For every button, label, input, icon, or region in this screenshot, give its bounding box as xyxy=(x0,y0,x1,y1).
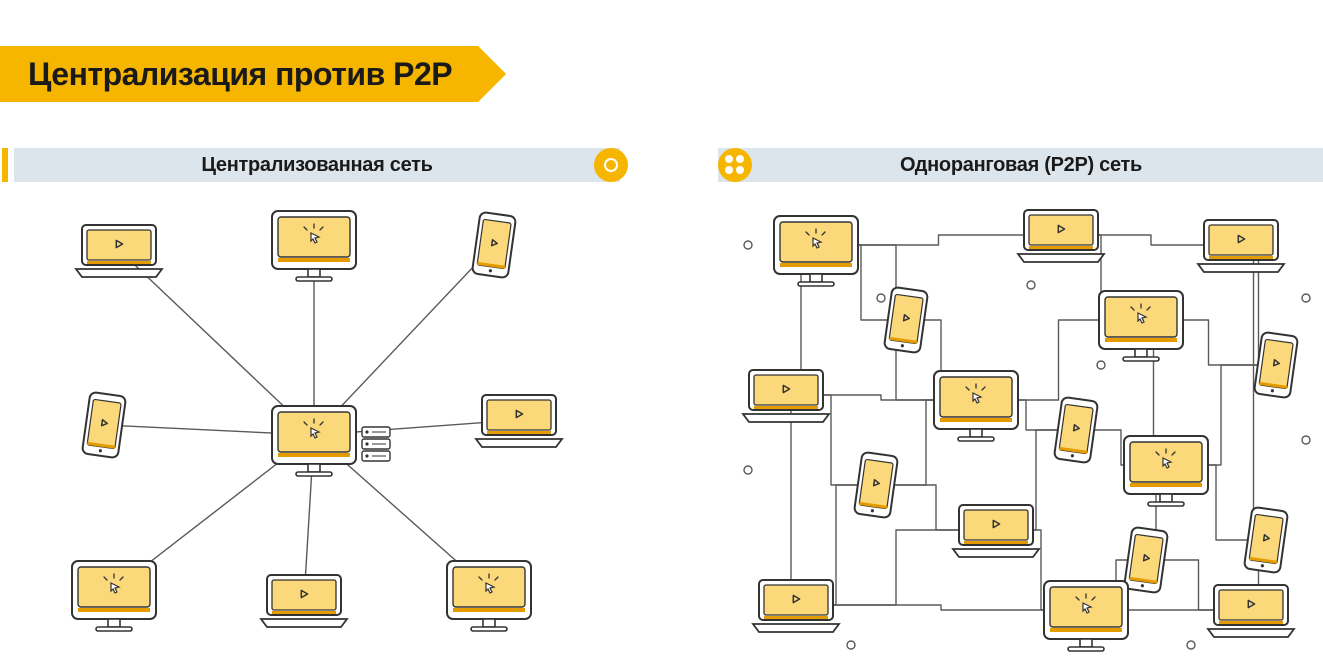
multi-node-icon xyxy=(718,148,752,182)
laptop-icon xyxy=(1198,220,1284,272)
junction-dot xyxy=(744,241,752,249)
subheader-centralized-label: Централизованная сеть xyxy=(201,154,432,177)
phone-icon xyxy=(1124,527,1168,593)
phone-icon xyxy=(1244,507,1288,573)
junction-dot xyxy=(1302,436,1310,444)
monitor-icon xyxy=(72,561,156,631)
monitor-icon xyxy=(934,371,1018,441)
laptop-icon xyxy=(953,505,1039,557)
phone-icon xyxy=(472,212,516,278)
phone-icon xyxy=(1254,332,1298,398)
nodes xyxy=(743,210,1298,651)
monitor-icon xyxy=(447,561,531,631)
monitor-icon xyxy=(774,216,858,286)
nodes xyxy=(72,211,562,631)
monitor-icon xyxy=(1044,581,1128,651)
monitor-icon xyxy=(1124,436,1208,506)
monitor-icon xyxy=(272,406,390,476)
network-p2p-svg xyxy=(686,190,1323,660)
subheader-p2p-label: Одноранговая (P2P) сеть xyxy=(900,154,1142,177)
junction-dot xyxy=(1187,641,1195,649)
junction-dot xyxy=(1027,281,1035,289)
laptop-icon xyxy=(753,580,839,632)
diagram-p2p xyxy=(686,190,1323,660)
phone-icon xyxy=(82,392,126,458)
title-banner: Централизация против P2P xyxy=(0,46,506,102)
laptop-icon xyxy=(1208,585,1294,637)
junction-dot xyxy=(1302,294,1310,302)
page-title: Централизация против P2P xyxy=(28,56,452,93)
phone-icon xyxy=(1054,397,1098,463)
phone-icon xyxy=(854,452,898,518)
laptop-icon xyxy=(261,575,347,627)
junction-dot xyxy=(1097,361,1105,369)
network-centralized-svg xyxy=(14,190,620,660)
junction-dot xyxy=(744,466,752,474)
subheader-p2p: Одноранговая (P2P) сеть xyxy=(718,148,1323,182)
monitor-icon xyxy=(272,211,356,281)
laptop-icon xyxy=(1018,210,1104,262)
single-node-icon xyxy=(594,148,628,182)
junction-dot xyxy=(877,294,885,302)
phone-icon xyxy=(884,287,928,353)
laptop-icon xyxy=(743,370,829,422)
junction-dot xyxy=(847,641,855,649)
laptop-icon xyxy=(476,395,562,447)
accent-strip xyxy=(2,148,8,182)
monitor-icon xyxy=(1099,291,1183,361)
subheader-centralized: Централизованная сеть xyxy=(14,148,620,182)
laptop-icon xyxy=(76,225,162,277)
diagram-centralized xyxy=(14,190,620,660)
